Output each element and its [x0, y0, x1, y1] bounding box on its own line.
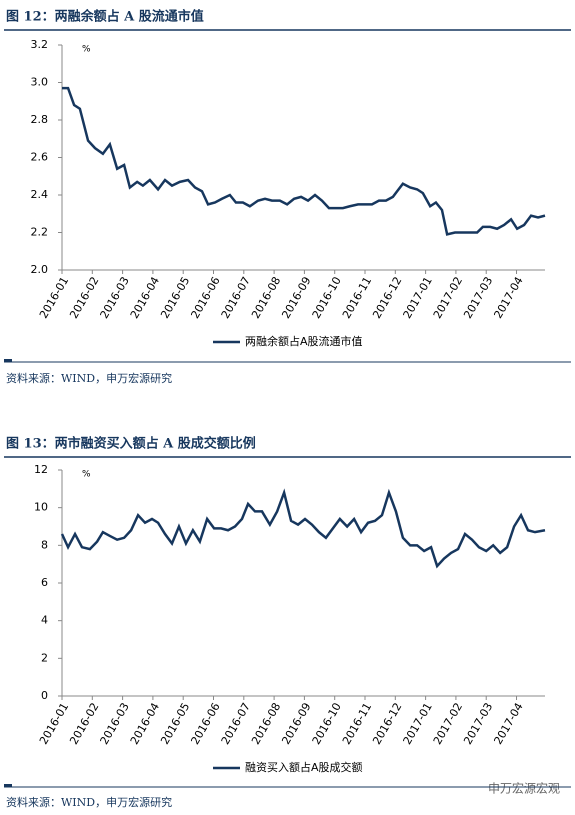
x-tick-label: 2017-03	[461, 701, 495, 747]
x-tick-label: 2017-03	[461, 275, 495, 321]
x-tick-label: 2016-08	[249, 701, 283, 747]
x-tick-label: 2016-05	[158, 275, 192, 321]
rule-tab	[4, 359, 12, 362]
x-tick-label: 2016-08	[249, 275, 283, 321]
data-line	[62, 86, 546, 236]
x-tick-label: 2017-04	[491, 275, 525, 321]
y-tick-label: 2.4	[31, 188, 49, 201]
x-tick-label: 2016-09	[279, 275, 313, 321]
x-tick-label: 2016-05	[158, 701, 192, 747]
y-tick-label: 4	[41, 614, 48, 627]
legend-label: 融资买入额占A股成交额	[245, 760, 363, 774]
data-line	[60, 488, 546, 569]
x-tick-label: 2016-07	[219, 701, 253, 747]
y-tick-label: 12	[34, 463, 48, 476]
x-tick-label: 2016-10	[310, 701, 344, 747]
x-tick-label: 2017-02	[431, 701, 465, 747]
legend-label: 两融余额占A股流通市值	[245, 334, 363, 348]
y-tick-label: 3.2	[31, 38, 49, 51]
source: 资料来源：WIND，申万宏源研究	[6, 795, 172, 809]
x-tick-label: 2016-12	[370, 275, 404, 321]
x-tick-label: 2016-01	[37, 275, 71, 321]
x-tick-label: 2016-01	[37, 701, 71, 747]
y-tick-label: 0	[41, 689, 48, 702]
y-tick-label: 2.0	[31, 263, 49, 276]
source: 资料来源：WIND，申万宏源研究	[6, 371, 172, 385]
x-tick-label: 2016-03	[98, 701, 132, 747]
x-tick-label: 2017-01	[401, 275, 435, 321]
chart-title: 图 13：两市融资买入额占 A 股成交额比例	[6, 436, 256, 452]
x-tick-label: 2016-06	[188, 701, 222, 747]
x-tick-label: 2016-02	[67, 701, 101, 747]
x-tick-label: 2017-04	[491, 701, 525, 747]
x-tick-label: 2016-10	[310, 275, 344, 321]
rule-tab	[4, 784, 12, 787]
x-tick-label: 2016-04	[128, 701, 162, 747]
x-tick-label: 2017-02	[431, 275, 465, 321]
x-tick-label: 2016-12	[370, 701, 404, 747]
watermark: 申万宏源宏观	[488, 781, 560, 796]
x-tick-label: 2017-01	[401, 701, 435, 747]
x-tick-label: 2016-11	[340, 701, 374, 747]
chart-title: 图 12：两融余额占 A 股流通市值	[6, 9, 204, 25]
y-tick-label: 8	[41, 538, 48, 551]
x-tick-label: 2016-06	[188, 275, 222, 321]
y-tick-label: 3.0	[31, 76, 49, 89]
y-tick-label: 2.6	[31, 151, 49, 164]
y-tick-label: 2	[41, 651, 48, 664]
y-tick-label: 10	[34, 501, 48, 514]
unit: %	[82, 45, 91, 55]
y-tick-label: 6	[41, 576, 48, 589]
x-tick-label: 2016-03	[98, 275, 132, 321]
x-tick-label: 2016-11	[340, 275, 374, 321]
x-tick-label: 2016-02	[67, 275, 101, 321]
x-tick-label: 2016-09	[279, 701, 313, 747]
y-tick-label: 2.2	[31, 226, 49, 239]
y-tick-label: 2.8	[31, 113, 49, 126]
x-tick-label: 2016-07	[219, 275, 253, 321]
unit: %	[82, 470, 91, 480]
x-tick-label: 2016-04	[128, 275, 162, 321]
